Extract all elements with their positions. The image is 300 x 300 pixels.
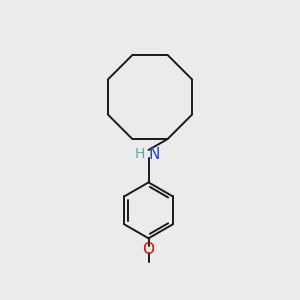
Text: H: H <box>134 146 145 161</box>
Text: O: O <box>142 242 154 257</box>
Text: N: N <box>148 147 160 162</box>
